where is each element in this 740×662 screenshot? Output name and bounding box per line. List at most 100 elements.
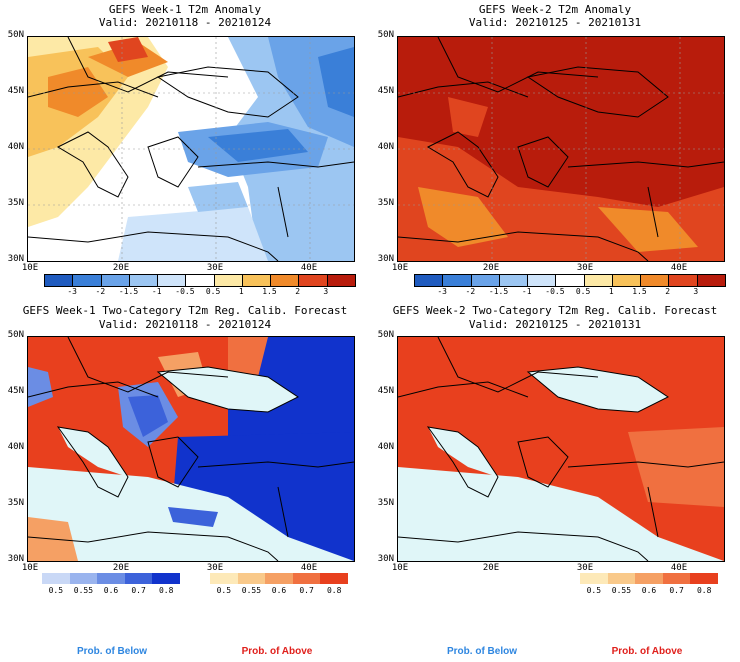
map-week2-anomaly <box>397 36 725 262</box>
colorbar-swatch <box>443 275 472 286</box>
lat-label: 35N <box>7 498 24 508</box>
lon-label: 20E <box>482 563 500 573</box>
lat-label: 50N <box>377 30 394 40</box>
colorbar-swatch <box>320 573 348 584</box>
map-week2-probability <box>397 336 725 562</box>
colorbar-swatch <box>129 275 159 286</box>
panel-valid-dates: Valid: 20210125 - 20210131 <box>468 16 642 29</box>
colorbar-swatch <box>237 573 266 584</box>
lat-label: 50N <box>7 30 24 40</box>
colorbar-tick-label: 0.7 <box>131 586 146 595</box>
panel-week1-probability: GEFS Week-1 Two-Category T2m Reg. Calib.… <box>0 300 370 600</box>
lon-label: 20E <box>482 263 500 273</box>
lat-label: 40N <box>377 142 394 152</box>
colorbar-swatch <box>580 573 608 584</box>
lon-label: 40E <box>300 263 318 273</box>
lon-label: 10E <box>391 263 409 273</box>
colorbar-tick-label: 0.8 <box>326 586 342 595</box>
colorbar-swatch <box>124 573 153 584</box>
colorbar-tick-label: 1.5 <box>262 287 277 296</box>
colorbar-tick-label: 1 <box>608 287 614 296</box>
lon-label: 30E <box>206 263 224 273</box>
colorbar-swatch <box>101 275 130 286</box>
colorbar-swatch <box>242 275 272 286</box>
colorbar-tick-label: -2 <box>465 287 476 296</box>
map-week1-anomaly <box>27 36 355 262</box>
colorbar-tick-label: 1.5 <box>632 287 647 296</box>
colorbar-tick-label: 0.5 <box>586 586 602 595</box>
lat-label: 40N <box>7 142 24 152</box>
colorbar-tick-label: -1 <box>151 287 162 296</box>
colorbar-tick-label: 3 <box>323 287 329 296</box>
lon-label: 20E <box>112 563 130 573</box>
colorbar-tick-label: 2 <box>665 287 671 296</box>
colorbar-tick-label: 0.7 <box>669 586 684 595</box>
colorbar-swatch <box>415 275 444 286</box>
panel-week2-probability: GEFS Week-2 Two-Category T2m Reg. Calib.… <box>370 300 740 600</box>
colorbar-swatch <box>690 573 718 584</box>
anomaly-colorbar <box>44 274 356 287</box>
colorbar-swatch <box>669 275 698 286</box>
colorbar-tick-label: 0.6 <box>103 586 119 595</box>
lon-label: 10E <box>21 563 39 573</box>
colorbar-tick-label: 0.55 <box>611 586 632 595</box>
colorbar-tick-label: 1 <box>238 287 244 296</box>
colorbar-tick-label: -2 <box>95 287 106 296</box>
colorbar-swatch <box>635 573 663 584</box>
panel-title: GEFS Week-2 T2m Anomaly <box>478 3 632 16</box>
panel-valid-dates: Valid: 20210118 - 20210124 <box>98 16 272 29</box>
colorbar-swatch <box>265 573 293 584</box>
lat-label: 45N <box>7 386 24 396</box>
lat-label: 40N <box>377 442 394 452</box>
colorbar-tick-label: -0.5 <box>175 287 195 296</box>
lat-label: 35N <box>377 198 394 208</box>
colorbar-tick-label: -1 <box>521 287 532 296</box>
prob-below-caption: Prob. of Below <box>77 646 147 657</box>
panel-title: GEFS Week-1 Two-Category T2m Reg. Calib.… <box>22 304 348 317</box>
colorbar-tick-label: -3 <box>437 287 447 296</box>
lat-label: 30N <box>377 254 394 264</box>
colorbar-tick-label: 0.7 <box>299 586 314 595</box>
lon-label: 20E <box>112 263 130 273</box>
colorbar-swatch <box>158 275 187 286</box>
colorbar-tick-label: 0.8 <box>696 586 712 595</box>
lon-label: 10E <box>391 563 409 573</box>
colorbar-tick-label: -0.5 <box>545 287 565 296</box>
prob-below-colorbar <box>42 573 180 584</box>
colorbar-swatch <box>271 275 300 286</box>
panel-valid-dates: Valid: 20210125 - 20210131 <box>468 318 642 331</box>
colorbar-swatch <box>528 275 557 286</box>
colorbar-swatch <box>42 573 70 584</box>
colorbar-swatch <box>292 573 321 584</box>
lat-label: 35N <box>7 198 24 208</box>
colorbar-tick-label: 0.5 <box>216 586 232 595</box>
colorbar-swatch <box>210 573 238 584</box>
colorbar-swatch <box>471 275 500 286</box>
colorbar-swatch <box>152 573 180 584</box>
lat-label: 35N <box>377 498 394 508</box>
lat-label: 40N <box>7 442 24 452</box>
colorbar-tick-label: 0.55 <box>73 586 94 595</box>
lat-label: 50N <box>7 330 24 340</box>
colorbar-tick-label: 2 <box>295 287 301 296</box>
colorbar-tick-label: 0.5 <box>205 287 221 296</box>
colorbar-tick-label: 0.6 <box>641 586 657 595</box>
lon-label: 40E <box>300 563 318 573</box>
lat-label: 30N <box>7 554 24 564</box>
colorbar-tick-label: 0.5 <box>575 287 591 296</box>
lat-label: 45N <box>377 86 394 96</box>
colorbar-swatch <box>499 275 529 286</box>
lon-label: 10E <box>21 263 39 273</box>
lon-label: 40E <box>670 263 688 273</box>
colorbar-swatch <box>69 573 98 584</box>
colorbar-tick-label: -1.5 <box>118 287 139 296</box>
colorbar-tick-label: -1.5 <box>488 287 509 296</box>
colorbar-swatch <box>662 573 691 584</box>
colorbar-tick-label: 0.55 <box>241 586 262 595</box>
colorbar-swatch <box>299 275 328 286</box>
prob-below-caption: Prob. of Below <box>447 646 517 657</box>
colorbar-swatch <box>327 275 355 286</box>
panel-title: GEFS Week-2 Two-Category T2m Reg. Calib.… <box>392 304 718 317</box>
colorbar-swatch <box>45 275 74 286</box>
panel-week1-anomaly: GEFS Week-1 T2m Anomaly Valid: 20210118 … <box>0 0 370 300</box>
